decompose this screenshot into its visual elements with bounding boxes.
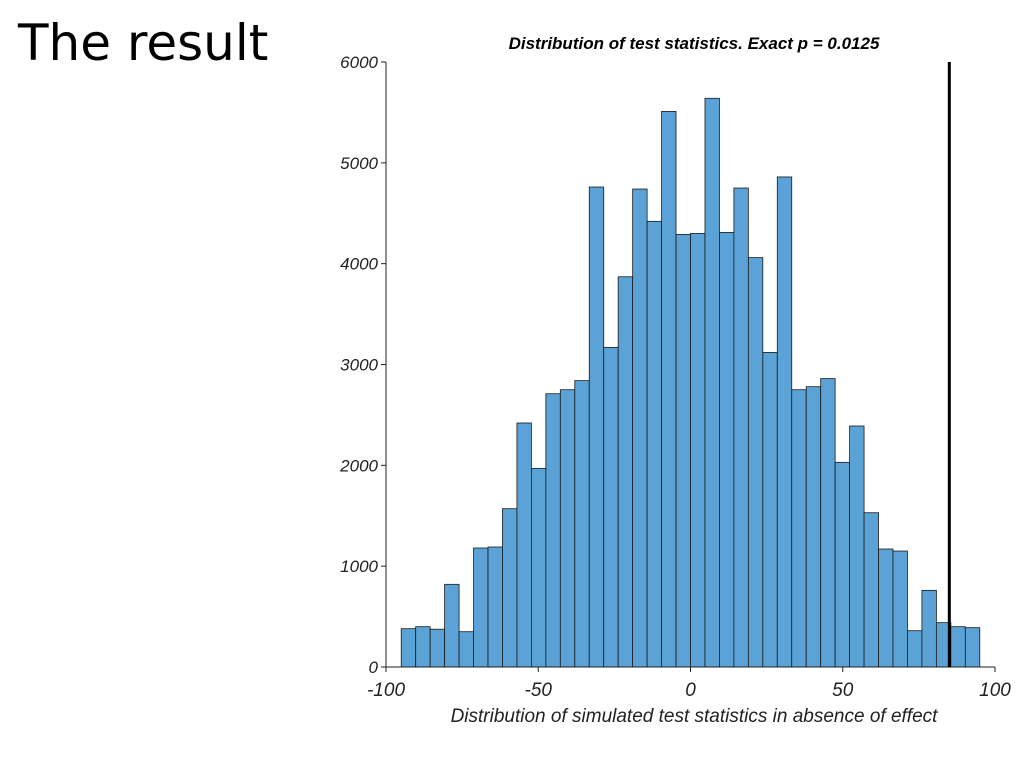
histogram-bar xyxy=(646,220,662,668)
histogram-bar xyxy=(921,589,937,668)
histogram-bars xyxy=(400,97,981,668)
histogram-bar xyxy=(400,628,417,668)
histogram-bar xyxy=(892,550,908,668)
histogram-bar xyxy=(415,626,431,668)
histogram-bar xyxy=(878,548,894,668)
y-tick-label: 4000 xyxy=(340,255,378,274)
y-tick-label: 3000 xyxy=(340,356,378,375)
histogram-bar xyxy=(834,461,851,668)
histogram-bar xyxy=(559,389,576,668)
histogram-bar xyxy=(588,186,605,668)
histogram-bar xyxy=(690,233,706,668)
chart-axes xyxy=(381,61,996,672)
x-tick-labels: -100 -50 0 50 100 xyxy=(367,680,1011,701)
histogram-bar xyxy=(704,97,720,668)
histogram-bar xyxy=(429,628,446,668)
y-tick-label: 6000 xyxy=(340,53,378,72)
slide-title: The result xyxy=(18,14,269,72)
histogram-bar xyxy=(907,630,923,668)
histogram-bar xyxy=(632,188,648,668)
histogram-bar xyxy=(502,508,518,668)
y-tick-label: 1000 xyxy=(340,557,378,576)
x-axis-label: Distribution of simulated test statistic… xyxy=(451,706,939,727)
histogram-bar xyxy=(950,626,966,668)
chart-title: Distribution of test statistics. Exact p… xyxy=(509,34,880,53)
histogram-bar xyxy=(733,187,749,668)
histogram-bar xyxy=(545,393,561,668)
x-tick-label: -100 xyxy=(367,680,405,701)
histogram-bar xyxy=(791,389,807,668)
histogram-bar xyxy=(805,386,822,668)
y-tick-labels: 0 1000 2000 3000 4000 5000 6000 xyxy=(339,53,378,677)
histogram-bar xyxy=(473,547,489,668)
y-tick-label: 2000 xyxy=(339,456,378,475)
histogram-bar xyxy=(516,422,532,668)
histogram-bar xyxy=(603,346,619,668)
x-tick-label: 0 xyxy=(685,680,696,701)
histogram-bar xyxy=(458,631,474,668)
histogram-bar xyxy=(617,276,634,668)
histogram-bar xyxy=(747,257,764,668)
histogram-bar xyxy=(776,176,793,668)
histogram-bar xyxy=(661,111,677,668)
histogram-bar xyxy=(820,378,836,668)
x-tick-label: 100 xyxy=(979,680,1011,701)
x-tick-label: 50 xyxy=(832,680,854,701)
y-tick-label: 5000 xyxy=(340,154,378,173)
histogram-bar xyxy=(849,425,865,668)
histogram-bar xyxy=(719,232,735,668)
histogram-bar xyxy=(762,351,778,668)
histogram-bar xyxy=(530,467,547,668)
histogram-bar xyxy=(863,512,879,668)
histogram-bar xyxy=(964,627,981,668)
histogram-bar xyxy=(444,583,460,668)
x-tick-label: -50 xyxy=(525,680,553,701)
histogram-bar xyxy=(487,546,503,668)
histogram-bar xyxy=(574,380,590,668)
histogram-bar xyxy=(675,234,691,668)
y-tick-label: 0 xyxy=(369,658,379,677)
